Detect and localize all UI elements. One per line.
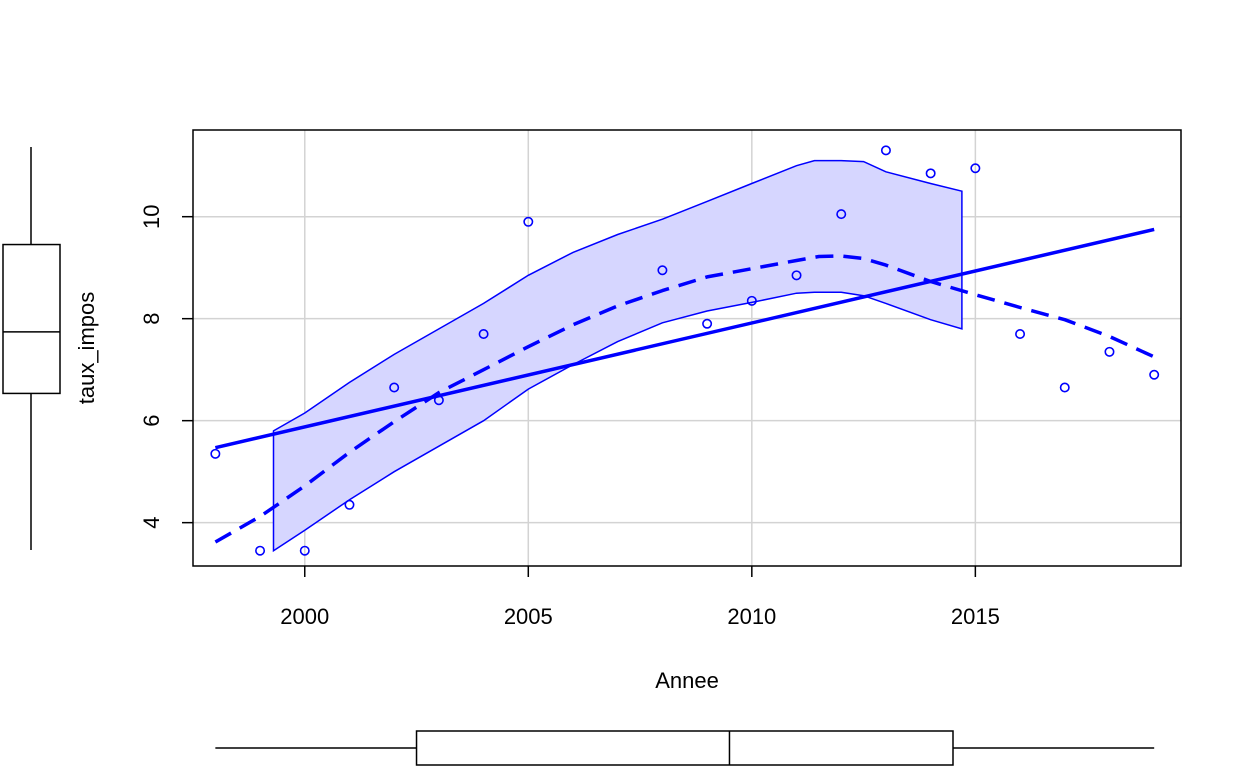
y-tick-label: 10: [139, 204, 164, 228]
data-point: [1149, 369, 1160, 380]
x-boxplot-box: [415, 730, 954, 766]
data-point: [1015, 328, 1026, 339]
data-point: [389, 382, 400, 393]
y-tick-label: 4: [139, 517, 164, 529]
x-tick-label: 2015: [951, 604, 1000, 629]
fit-lines-group: [214, 227, 1155, 544]
data-point: [255, 545, 266, 556]
data-point: [925, 168, 936, 179]
data-point: [880, 145, 891, 156]
data-point: [478, 328, 489, 339]
points-group: [210, 145, 1160, 556]
data-point: [657, 265, 668, 276]
y-boxplot-box: [2, 243, 61, 395]
data-point: [344, 499, 355, 510]
data-point: [210, 448, 221, 459]
x-tick-label: 2000: [280, 604, 329, 629]
data-point: [433, 395, 444, 406]
confidence-band-group: [272, 159, 963, 553]
data-point: [1104, 346, 1115, 357]
data-point: [1059, 382, 1070, 393]
data-point: [702, 318, 713, 329]
smooth-line: [214, 254, 1155, 544]
y-tick-label: 6: [139, 415, 164, 427]
linear-fit-line: [214, 227, 1155, 450]
data-point: [746, 295, 757, 306]
y-tick-label: 8: [139, 313, 164, 325]
y-marginal-boxplot: [2, 147, 61, 550]
plot-frame: [192, 129, 1182, 567]
x-tick-label: 2010: [727, 604, 776, 629]
data-point: [836, 209, 847, 220]
data-point: [523, 216, 534, 227]
x-axis-title: Annee: [655, 668, 719, 693]
y-axis-title: taux_impos: [74, 292, 99, 405]
data-point: [299, 545, 310, 556]
x-marginal-boxplot: [215, 730, 1155, 766]
data-point: [791, 270, 802, 281]
axis-ticks: 2000 2005 2010 2015 4 6 8 10: [139, 204, 1000, 629]
x-tick-label: 2005: [504, 604, 553, 629]
confidence-band: [272, 159, 963, 553]
data-point: [970, 163, 981, 174]
